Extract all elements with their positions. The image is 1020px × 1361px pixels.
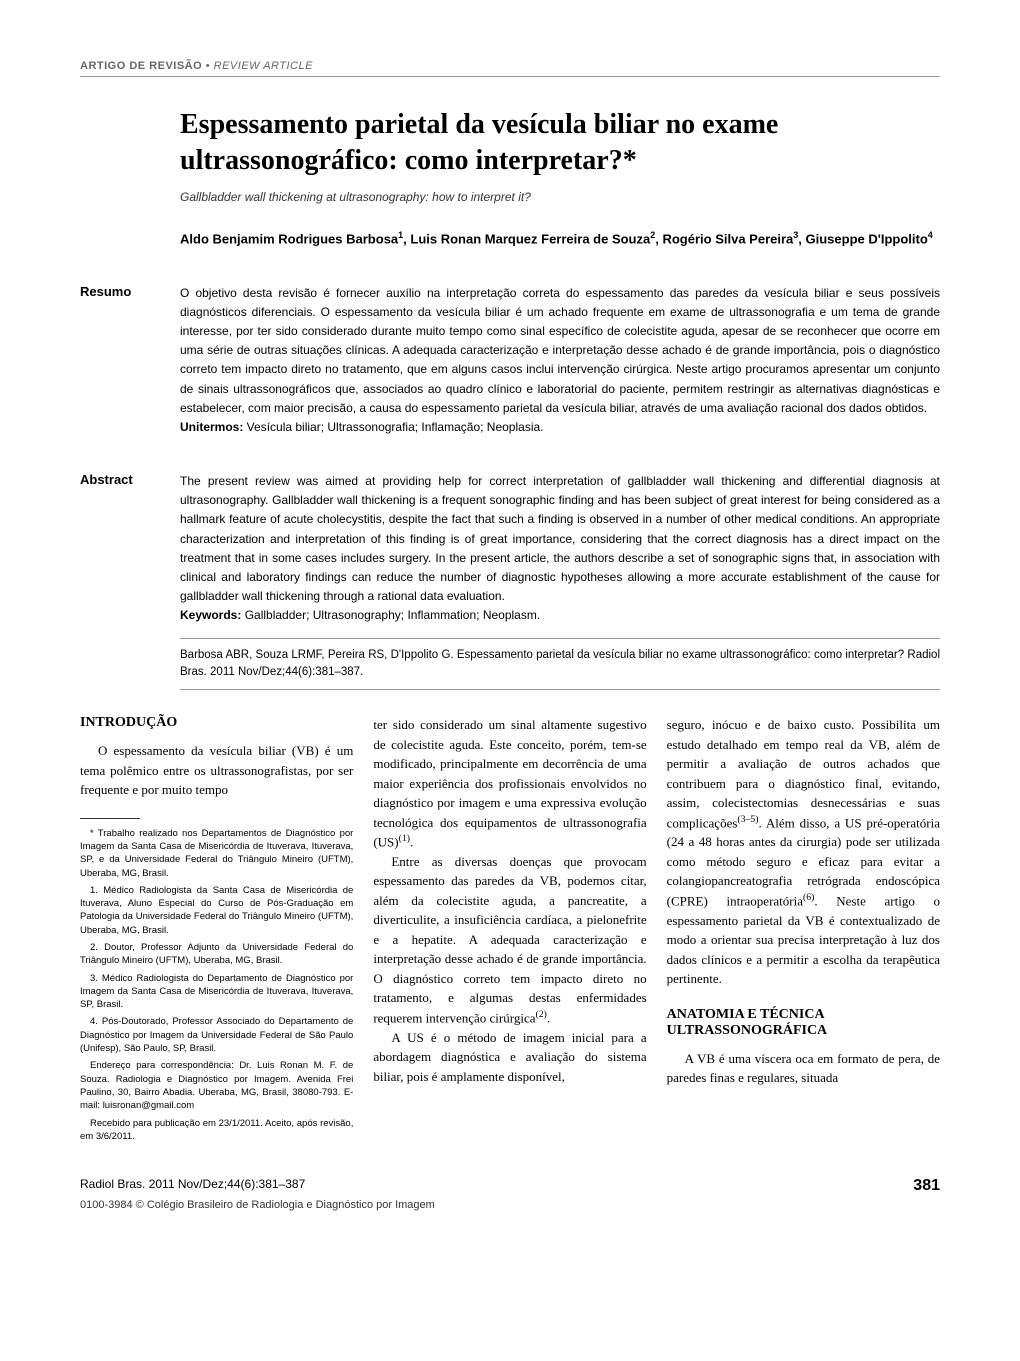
footer-copyright: 0100-3984 © Colégio Brasileiro de Radiol… [80,1199,940,1211]
abstract-text: The present review was aimed at providin… [180,472,940,626]
footnote: * Trabalho realizado nos Departamentos d… [80,827,353,880]
authors: Aldo Benjamim Rodrigues Barbosa1, Luis R… [180,229,940,249]
citation: Barbosa ABR, Souza LRMF, Pereira RS, D'I… [180,638,940,691]
article-subtitle: Gallbladder wall thickening at ultrasono… [180,190,940,204]
footnote: 4. Pós-Doutorado, Professor Associado do… [80,1015,353,1055]
footnote: Endereço para correspondência: Dr. Luis … [80,1059,353,1112]
header-sep: • [202,60,213,72]
body-columns: INTRODUÇÃO O espessamento da vesícula bi… [80,715,940,1147]
footnote: 1. Médico Radiologista da Santa Casa de … [80,884,353,937]
abstract-label: Abstract [80,472,180,626]
abstract-block: Abstract The present review was aimed at… [80,472,940,626]
footnote: Recebido para publicação em 23/1/2011. A… [80,1117,353,1144]
resumo-kw: Vesícula biliar; Ultrassonografia; Infla… [243,420,543,434]
intro-heading: INTRODUÇÃO [80,715,353,731]
col2-para2: Entre as diversas doenças que provocam e… [373,852,646,1028]
header-bold: ARTIGO DE REVISÃO [80,60,202,72]
anatomy-heading: ANATOMIA E TÉCNICA ULTRASSONOGRÁFICA [667,1007,940,1039]
abstract-body: The present review was aimed at providin… [180,474,940,603]
footnote: 3. Médico Radiologista do Departamento d… [80,972,353,1012]
col3-para1: seguro, inócuo e de baixo custo. Possibi… [667,715,940,989]
resumo-body: O objetivo desta revisão é fornecer auxí… [180,286,940,415]
col3-para2: A VB é uma víscera oca em formato de per… [667,1049,940,1088]
section-header: ARTIGO DE REVISÃO • REVIEW ARTICLE [80,60,940,77]
resumo-kw-label: Unitermos: [180,420,243,434]
page-number: 381 [913,1177,940,1195]
resumo-text: O objetivo desta revisão é fornecer auxí… [180,284,940,438]
resumo-label: Resumo [80,284,180,438]
column-1: INTRODUÇÃO O espessamento da vesícula bi… [80,715,353,1147]
col2-para1: ter sido considerado um sinal altamente … [373,715,646,852]
footnote-separator [80,818,140,819]
abstract-kw-label: Keywords: [180,608,241,622]
col1-para1: O espessamento da vesícula biliar (VB) é… [80,741,353,800]
column-3: seguro, inócuo e de baixo custo. Possibi… [667,715,940,1147]
resumo-block: Resumo O objetivo desta revisão é fornec… [80,284,940,438]
page-footer: Radiol Bras. 2011 Nov/Dez;44(6):381–387 … [80,1177,940,1211]
article-title: Espessamento parietal da vesícula biliar… [180,107,940,180]
column-2: ter sido considerado um sinal altamente … [373,715,646,1147]
footnote: 2. Doutor, Professor Adjunto da Universi… [80,941,353,968]
footer-journal: Radiol Bras. 2011 Nov/Dez;44(6):381–387 [80,1177,305,1195]
header-italic: REVIEW ARTICLE [214,60,313,72]
col2-para3: A US é o método de imagem inicial para a… [373,1028,646,1087]
abstract-kw: Gallbladder; Ultrasonography; Inflammati… [241,608,540,622]
